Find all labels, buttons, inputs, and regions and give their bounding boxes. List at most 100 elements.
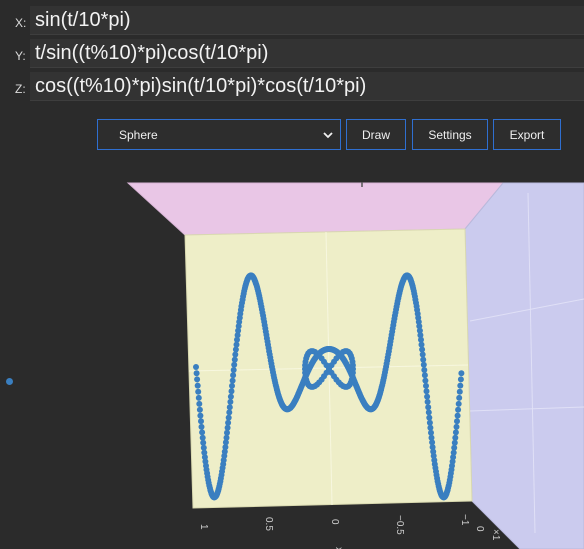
plot-point [457, 376, 464, 383]
equation-row-x: X: [0, 3, 584, 36]
chevron-down-icon [323, 132, 333, 139]
plot-point [426, 419, 433, 426]
plot-point [231, 361, 238, 368]
shape-select-value: Sphere [119, 127, 158, 142]
y-equation-input[interactable] [30, 39, 584, 68]
plot-point [454, 418, 460, 425]
plot-point [195, 388, 202, 395]
settings-button[interactable]: Settings [412, 119, 488, 150]
plot-point [428, 434, 435, 441]
plot-point [200, 444, 207, 451]
plot-point [424, 398, 431, 405]
z-equation-input[interactable] [30, 72, 584, 101]
plot-point [228, 388, 235, 395]
x-axis-tick-label: −1 [459, 514, 470, 526]
x-equation-input[interactable] [30, 6, 584, 35]
plot-point [429, 444, 436, 451]
plot-point [194, 382, 201, 389]
plot-point [422, 377, 429, 384]
plot-point [451, 439, 458, 446]
plot-point [223, 434, 230, 441]
x-axis-tick-label: 0.5 [263, 517, 274, 531]
draw-button[interactable]: Draw [346, 119, 406, 150]
plot-point [428, 429, 434, 436]
plot-point [224, 424, 231, 431]
shape-select[interactable]: Sphere [97, 119, 341, 150]
plot-point [227, 398, 234, 405]
plot-point [323, 362, 330, 369]
plot-point [426, 414, 433, 421]
x-axis-tick-label: 0 [474, 526, 485, 532]
plot-point [233, 341, 240, 348]
plot-point [427, 424, 434, 431]
plot-point [222, 444, 229, 451]
plot-point [425, 409, 432, 416]
plot-point [420, 361, 427, 368]
plot-point [420, 356, 427, 363]
plot-point [450, 449, 457, 456]
export-button[interactable]: Export [493, 119, 561, 150]
dot-icon [6, 378, 13, 385]
plot-point [227, 393, 234, 400]
plot-point [418, 341, 425, 348]
plot-point [200, 439, 207, 446]
x-axis-label: x [333, 547, 344, 549]
plot-point [199, 434, 206, 441]
plot-point [452, 429, 459, 436]
plot-point [225, 414, 232, 421]
plot-point [197, 412, 204, 419]
point-cloud [193, 272, 465, 501]
x-axis-tick-label: 1 [198, 524, 209, 530]
plot-point [196, 400, 203, 407]
plot-point [193, 364, 199, 370]
plot-point [231, 356, 238, 363]
plot-point [449, 458, 456, 465]
3d-plot-canvas[interactable]: 1 0.5 0 −0.5 −1 0 ×1 x [0, 181, 584, 549]
x-axis-tick-label: ×1 [490, 529, 501, 541]
top-wall [126, 182, 505, 236]
right-wall [464, 182, 584, 549]
plot-point [418, 336, 424, 343]
plot-point [230, 372, 237, 379]
x-axis-tick-label: −0.5 [394, 515, 405, 535]
plot-point [416, 323, 423, 330]
plot-point [234, 336, 240, 343]
plot-point [454, 412, 461, 419]
z-label: Z: [15, 82, 26, 96]
plot-point [226, 404, 233, 411]
plot-point [416, 327, 423, 334]
plot-point [230, 367, 237, 373]
plot-point [199, 429, 206, 436]
plot-point [423, 388, 430, 395]
plot-point [451, 444, 458, 451]
right-wall-grid [469, 192, 584, 534]
plot-point [452, 434, 459, 441]
plot-point [421, 367, 428, 373]
plot-point [222, 439, 229, 446]
y-label: Y: [15, 49, 26, 63]
plot-point [456, 388, 463, 395]
plot-point [198, 418, 204, 425]
plot-point [229, 377, 236, 384]
x-label: X: [15, 16, 27, 30]
plot-point [456, 394, 463, 401]
plot-point [195, 394, 202, 401]
plot-point [425, 404, 432, 411]
plot-point [419, 346, 426, 353]
plot-point [232, 351, 239, 358]
plot-point [194, 376, 201, 383]
equation-row-y: Y: [0, 36, 584, 69]
plot-point [198, 423, 205, 430]
plot-point [419, 351, 426, 358]
x-axis-tick-label: 0 [329, 519, 340, 525]
plot-point [232, 346, 239, 353]
plot-point [225, 419, 232, 426]
plot-point [455, 400, 462, 407]
plot-point [201, 449, 208, 456]
plot-point [423, 382, 429, 389]
plot-point [201, 454, 208, 461]
plot-point [226, 409, 233, 416]
plot-point [229, 382, 235, 389]
plot-point [421, 372, 428, 379]
plot-point [457, 382, 464, 389]
